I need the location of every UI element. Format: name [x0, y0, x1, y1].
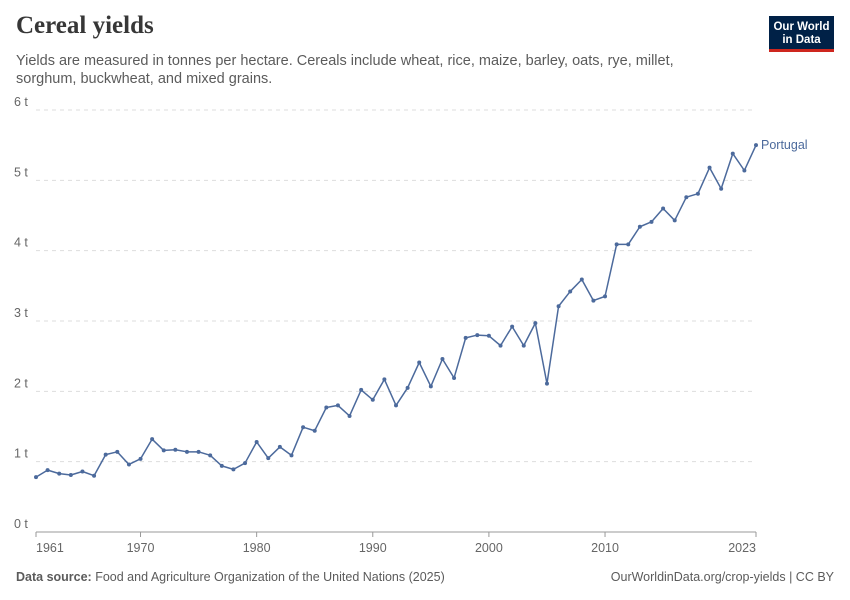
- y-tick-label: 1 t: [14, 447, 28, 461]
- data-point: [196, 449, 201, 454]
- data-point: [637, 224, 642, 229]
- data-point: [603, 294, 608, 299]
- data-point: [359, 387, 364, 392]
- y-tick-label: 0 t: [14, 517, 28, 531]
- data-point: [695, 191, 700, 196]
- data-point: [80, 469, 85, 474]
- line-chart: 0 t 1 t 2 t 3 t 4 t 5 t 6 t 1961 1970 1980 1990 200…: [14, 95, 808, 555]
- data-point: [579, 277, 584, 282]
- x-tick-label: 2010: [591, 541, 619, 555]
- data-point: [219, 463, 224, 468]
- data-point: [475, 333, 480, 338]
- data-point: [266, 456, 271, 461]
- y-tick-label: 2 t: [14, 376, 28, 390]
- logo-line-2: in Data: [782, 34, 821, 46]
- data-point: [335, 403, 340, 408]
- data-point: [173, 447, 178, 452]
- data-point: [138, 456, 143, 461]
- data-point: [45, 468, 50, 473]
- data-point: [510, 324, 515, 329]
- data-point: [208, 453, 213, 458]
- data-point: [661, 206, 666, 211]
- x-tick-label: 1990: [359, 541, 387, 555]
- data-point: [544, 381, 549, 386]
- data-source: Data source: Food and Agriculture Organi…: [16, 570, 445, 584]
- series-label: Portugal: [761, 138, 808, 152]
- data-point: [394, 403, 398, 408]
- data-point: [347, 413, 352, 418]
- data-point: [231, 467, 236, 472]
- x-tick-label: 2000: [475, 541, 503, 555]
- chart-subtitle: Yields are measured in tonnes per hectar…: [16, 53, 674, 87]
- data-point: [626, 242, 631, 247]
- data-point: [289, 453, 294, 458]
- data-point: [161, 448, 166, 453]
- data-point: [92, 473, 97, 478]
- data-point: [428, 384, 433, 389]
- logo-line-1: Our World: [773, 21, 830, 33]
- data-point: [440, 356, 445, 361]
- data-point: [672, 218, 677, 223]
- data-point: [556, 304, 561, 309]
- data-point: [498, 343, 503, 348]
- data-point: [370, 397, 375, 402]
- data-point: [649, 219, 654, 224]
- owid-logo[interactable]: Our World in Data: [769, 16, 834, 52]
- data-point: [115, 449, 120, 454]
- data-point: [103, 452, 108, 457]
- chart-title: Cereal yields: [16, 12, 154, 39]
- y-tick-label: 5 t: [14, 165, 28, 179]
- series-line: [35, 144, 757, 478]
- data-point: [405, 385, 410, 390]
- data-point: [126, 462, 131, 467]
- data-point: [34, 475, 38, 480]
- data-point: [730, 151, 735, 156]
- x-tick-label: 1970: [127, 541, 155, 555]
- data-point: [463, 335, 468, 340]
- data-point: [568, 289, 573, 294]
- data-point: [684, 195, 689, 200]
- data-point: [243, 461, 248, 466]
- x-tick-label: 1961: [36, 541, 64, 555]
- data-point: [68, 473, 73, 478]
- data-point: [719, 186, 724, 191]
- x-tick-label: 1980: [243, 541, 271, 555]
- y-tick-label: 3 t: [14, 306, 28, 320]
- data-point: [150, 437, 155, 442]
- data-point: [521, 343, 526, 348]
- data-point: [707, 165, 712, 170]
- series-layer: Portugal: [34, 138, 808, 480]
- x-tick-label: 2023: [728, 541, 756, 555]
- data-point: [754, 143, 758, 148]
- data-point: [417, 360, 422, 365]
- data-point: [614, 242, 619, 247]
- data-point: [533, 321, 538, 326]
- data-point: [324, 405, 329, 410]
- data-point: [254, 439, 259, 444]
- data-point: [184, 449, 189, 454]
- source-link[interactable]: OurWorldinData.org/crop-yields | CC BY: [610, 570, 834, 584]
- axis-layer: 0 t 1 t 2 t 3 t 4 t 5 t 6 t 1961 1970 1980 1990 200…: [14, 95, 757, 555]
- grid-layer: [36, 109, 756, 533]
- data-point: [591, 298, 596, 303]
- y-tick-label: 6 t: [14, 95, 28, 109]
- data-point: [452, 375, 457, 380]
- data-source-text: Food and Agriculture Organization of the…: [95, 570, 445, 584]
- y-tick-label: 4 t: [14, 236, 28, 250]
- data-source-label: Data source:: [16, 570, 92, 584]
- data-point: [486, 333, 491, 338]
- data-point: [312, 428, 317, 433]
- data-point: [301, 425, 306, 430]
- data-point: [277, 444, 282, 449]
- data-point: [382, 377, 387, 382]
- data-point: [57, 471, 62, 476]
- data-point: [742, 168, 747, 173]
